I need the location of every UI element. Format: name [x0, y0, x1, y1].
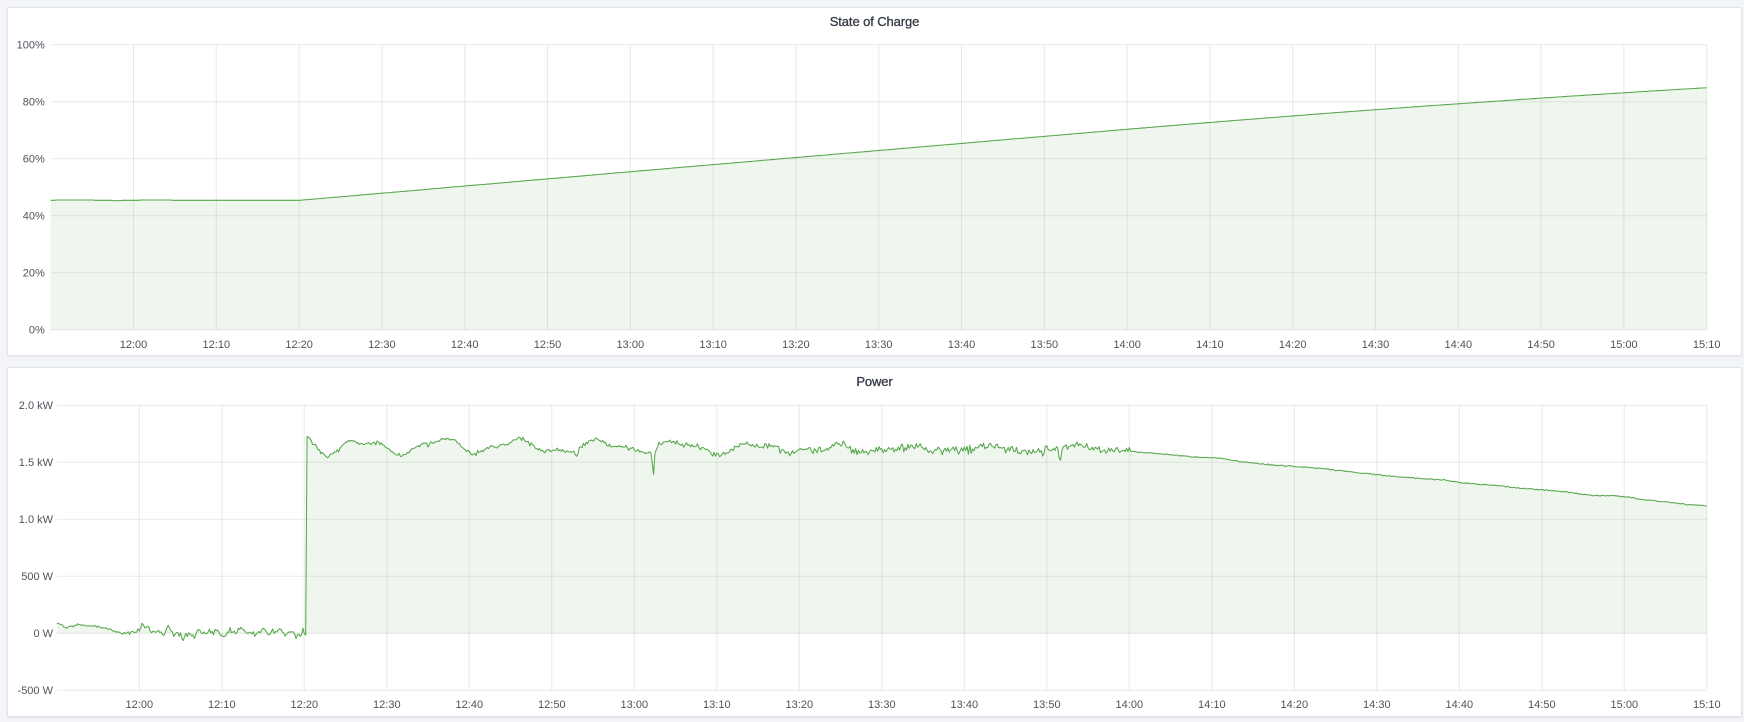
svg-text:14:30: 14:30	[1362, 339, 1390, 351]
svg-text:14:10: 14:10	[1198, 699, 1226, 711]
svg-text:13:00: 13:00	[617, 339, 645, 351]
svg-text:1.5 kW: 1.5 kW	[19, 457, 54, 469]
svg-text:14:50: 14:50	[1528, 699, 1556, 711]
svg-text:13:30: 13:30	[865, 339, 893, 351]
svg-text:12:30: 12:30	[373, 699, 401, 711]
svg-text:12:10: 12:10	[203, 339, 231, 351]
svg-text:13:50: 13:50	[1033, 699, 1061, 711]
svg-text:14:00: 14:00	[1116, 699, 1144, 711]
svg-text:12:40: 12:40	[456, 699, 484, 711]
svg-text:13:10: 13:10	[703, 699, 731, 711]
svg-text:14:50: 14:50	[1527, 339, 1555, 351]
svg-text:12:00: 12:00	[120, 339, 148, 351]
svg-text:13:50: 13:50	[1031, 339, 1059, 351]
svg-text:12:20: 12:20	[285, 339, 313, 351]
svg-text:14:10: 14:10	[1196, 339, 1224, 351]
svg-text:500 W: 500 W	[21, 571, 53, 583]
svg-text:13:20: 13:20	[786, 699, 814, 711]
svg-text:12:50: 12:50	[538, 699, 566, 711]
svg-text:12:20: 12:20	[291, 699, 319, 711]
svg-text:13:40: 13:40	[948, 339, 976, 351]
svg-text:13:10: 13:10	[699, 339, 727, 351]
svg-text:12:40: 12:40	[451, 339, 479, 351]
svg-text:12:30: 12:30	[368, 339, 396, 351]
svg-text:14:30: 14:30	[1363, 699, 1391, 711]
svg-text:14:40: 14:40	[1446, 699, 1474, 711]
svg-text:15:00: 15:00	[1611, 699, 1639, 711]
svg-text:0%: 0%	[29, 325, 45, 337]
svg-text:12:50: 12:50	[534, 339, 562, 351]
svg-text:13:30: 13:30	[868, 699, 896, 711]
svg-text:14:20: 14:20	[1281, 699, 1309, 711]
svg-text:15:10: 15:10	[1693, 699, 1721, 711]
svg-text:13:20: 13:20	[782, 339, 810, 351]
svg-text:13:40: 13:40	[951, 699, 979, 711]
svg-text:40%: 40%	[23, 211, 45, 223]
svg-text:100%: 100%	[17, 40, 45, 52]
svg-text:12:00: 12:00	[126, 699, 154, 711]
svg-text:13:00: 13:00	[621, 699, 649, 711]
svg-text:2.0 kW: 2.0 kW	[19, 400, 54, 412]
svg-text:60%: 60%	[23, 154, 45, 166]
svg-text:1.0 kW: 1.0 kW	[19, 514, 54, 526]
svg-text:14:20: 14:20	[1279, 339, 1307, 351]
svg-text:12:10: 12:10	[208, 699, 236, 711]
svg-text:15:00: 15:00	[1610, 339, 1638, 351]
svg-text:20%: 20%	[23, 268, 45, 280]
svg-text:14:00: 14:00	[1113, 339, 1141, 351]
svg-text:15:10: 15:10	[1693, 339, 1721, 351]
svg-text:80%: 80%	[23, 97, 45, 109]
svg-text:14:40: 14:40	[1445, 339, 1473, 351]
svg-text:-500 W: -500 W	[18, 685, 54, 697]
svg-text:0 W: 0 W	[33, 628, 53, 640]
